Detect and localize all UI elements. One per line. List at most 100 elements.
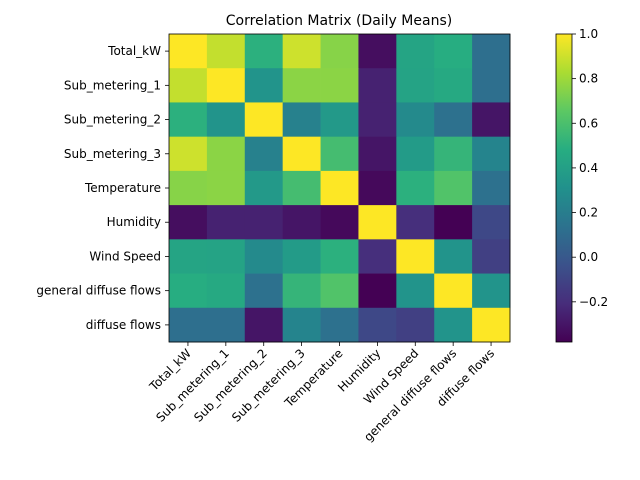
heatmap-cell [472, 170, 511, 206]
heatmap-cell [434, 307, 473, 343]
heatmap-cell [206, 68, 246, 103]
heatmap-cell [169, 102, 208, 138]
heatmap-cell [169, 239, 208, 274]
y-tick-label: general diffuse flows [36, 284, 161, 298]
heatmap-cell [244, 307, 284, 343]
heatmap-cell [320, 102, 359, 138]
heatmap-cell [472, 307, 511, 343]
heatmap-cell [358, 239, 397, 274]
heatmap-cell [206, 239, 246, 274]
y-tick-label: Temperature [84, 181, 161, 195]
y-tick-label: Total_kW [107, 44, 161, 58]
heatmap-cell [244, 239, 284, 274]
heatmap-cell [396, 102, 435, 138]
heatmap-cell [358, 307, 397, 343]
heatmap-cell [358, 273, 397, 309]
heatmap-cell [434, 68, 473, 103]
colorbar-tick-label: 0.2 [579, 206, 598, 220]
heatmap-cell [206, 136, 246, 172]
heatmap-cell [396, 307, 435, 343]
heatmap-cell [206, 102, 246, 138]
heatmap-cell [358, 170, 397, 206]
heatmap-cell [282, 68, 321, 103]
heatmap-cell [282, 170, 321, 206]
heatmap-cell [358, 136, 397, 172]
heatmap-cell [244, 170, 284, 206]
colorbar-tick-label: 0.4 [579, 161, 598, 175]
heatmap-cell [244, 102, 284, 138]
heatmap-cell [472, 34, 511, 69]
heatmap-cell [320, 170, 359, 206]
heatmap-cell [434, 34, 473, 69]
y-tick-label: Humidity [107, 215, 161, 229]
heatmap-cell [282, 307, 321, 343]
y-tick-label: diffuse flows [86, 318, 161, 332]
heatmap-cell [320, 307, 359, 343]
y-tick-label: Sub_metering_1 [64, 78, 161, 92]
heatmap-cell [206, 273, 246, 309]
x-axis-ticks: Total_kWSub_metering_1Sub_metering_2Sub_… [146, 342, 497, 444]
colorbar-tick-label: 1.0 [579, 27, 598, 41]
heatmap-cell [320, 205, 359, 240]
heatmap-cell [169, 68, 208, 103]
heatmap-cell [169, 205, 208, 240]
y-axis-ticks: Total_kW Sub_metering_1 Sub_metering_2 Sub_… [36, 44, 169, 332]
heatmap-cell [320, 239, 359, 274]
heatmap-cell [282, 273, 321, 309]
heatmap-cell [169, 273, 208, 309]
heatmap-cell [320, 68, 359, 103]
heatmap-cell [434, 273, 473, 309]
heatmap-cell [472, 136, 511, 172]
heatmap-cell [434, 170, 473, 206]
heatmap-cell [244, 68, 284, 103]
heatmap-cell [169, 136, 208, 172]
y-tick-label: Sub_metering_2 [64, 113, 161, 127]
heatmap-cell [244, 205, 284, 240]
heatmap-cell [472, 205, 511, 240]
heatmap-cell [434, 136, 473, 172]
heatmap-cell [244, 273, 284, 309]
y-tick-label: Sub_metering_3 [64, 147, 161, 161]
chart-title: Correlation Matrix (Daily Means) [226, 13, 452, 29]
heatmap-cell [434, 205, 473, 240]
y-tick-label: Wind Speed [89, 249, 161, 263]
colorbar-tick-label: 0.0 [579, 250, 598, 264]
heatmap-cell [396, 170, 435, 206]
heatmap-cell [206, 205, 246, 240]
colorbar-tick-label: 0.8 [579, 72, 598, 86]
heatmap-cell [244, 136, 284, 172]
heatmap-cell [244, 34, 284, 69]
heatmap-cell [396, 239, 435, 274]
heatmap-cell [396, 136, 435, 172]
heatmap-cell [396, 273, 435, 309]
heatmap-cell [358, 34, 397, 69]
colorbar-tick-label: 0.6 [579, 116, 598, 130]
heatmap-cell [472, 102, 511, 138]
heatmap-cell [206, 307, 246, 343]
heatmap-cell [396, 205, 435, 240]
heatmap-cell [320, 34, 359, 69]
heatmap-cell [472, 239, 511, 274]
heatmap-cell [358, 68, 397, 103]
heatmap-cell [396, 68, 435, 103]
heatmap-cell [169, 307, 208, 343]
heatmap-cell [206, 34, 246, 69]
heatmap-cell [358, 205, 397, 240]
heatmap-cell [169, 170, 208, 206]
heatmap-cell [206, 170, 246, 206]
heatmap-cell [358, 102, 397, 138]
colorbar-ticks: −0.2 0.0 0.2 0.4 0.6 0.8 1.0 [572, 27, 608, 309]
heatmap-cell [472, 273, 511, 309]
heatmap-cell [282, 136, 321, 172]
heatmap-cell [434, 102, 473, 138]
heatmap-cell [434, 239, 473, 274]
colorbar [555, 33, 573, 343]
heatmap-cell [169, 34, 208, 69]
heatmap-cell [320, 273, 359, 309]
heatmap-cell [282, 102, 321, 138]
heatmap-cell [282, 239, 321, 274]
colorbar-tick-label: −0.2 [579, 295, 608, 309]
heatmap-cell [282, 34, 321, 69]
heatmap-cell [396, 34, 435, 69]
